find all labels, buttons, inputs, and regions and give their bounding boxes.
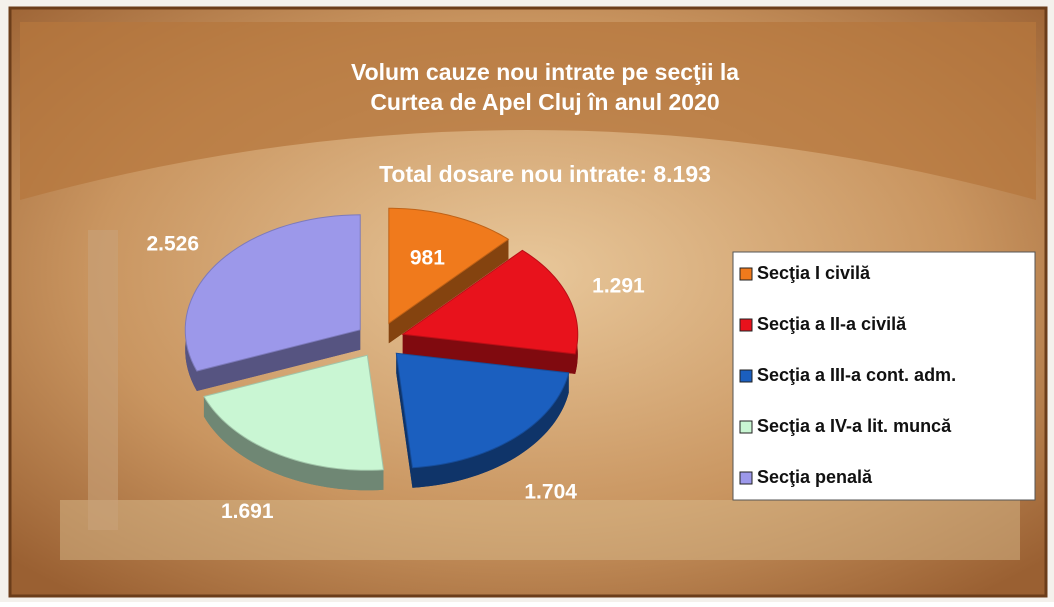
balustrade bbox=[60, 500, 1020, 560]
chart-subtitle: Total dosare nou intrate: 8.193 bbox=[379, 161, 711, 187]
data-label: 981 bbox=[410, 247, 445, 270]
legend-label: Secţia a III-a cont. adm. bbox=[757, 365, 956, 385]
legend-swatch bbox=[740, 319, 752, 331]
data-label: 1.704 bbox=[524, 481, 577, 504]
chart: Volum cauze nou intrate pe secţii la Cur… bbox=[0, 0, 1054, 602]
chart-title: Volum cauze nou intrate pe secţii la bbox=[351, 59, 739, 85]
data-label: 1.691 bbox=[221, 500, 274, 523]
legend-label: Secţia a II-a civilă bbox=[757, 314, 907, 334]
column bbox=[88, 230, 118, 530]
data-label: 1.291 bbox=[592, 274, 645, 297]
data-label: 2.526 bbox=[146, 233, 199, 256]
legend-swatch bbox=[740, 472, 752, 484]
legend-swatch bbox=[740, 370, 752, 382]
legend-label: Secţia I civilă bbox=[757, 263, 871, 283]
legend-swatch bbox=[740, 421, 752, 433]
chart-title: Curtea de Apel Cluj în anul 2020 bbox=[370, 89, 719, 115]
legend-label: Secţia penală bbox=[757, 467, 873, 487]
legend-label: Secţia a IV-a lit. muncă bbox=[757, 416, 952, 436]
legend-swatch bbox=[740, 268, 752, 280]
